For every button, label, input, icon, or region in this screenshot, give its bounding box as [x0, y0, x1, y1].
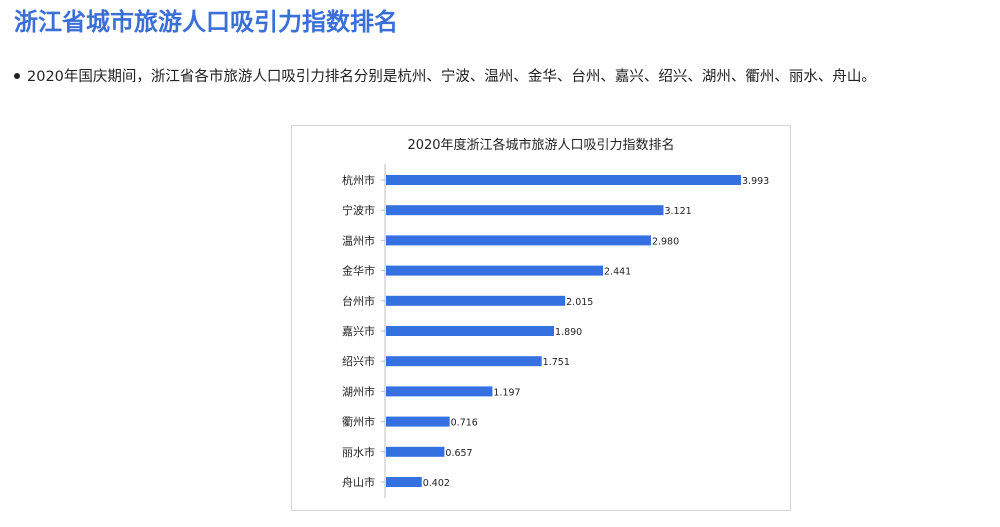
- bullet-item: 2020年国庆期间，浙江省各市旅游人口吸引力排名分别是杭州、宁波、温州、金华、台…: [14, 64, 876, 90]
- bar: [386, 295, 566, 306]
- page-title: 浙江省城市旅游人口吸引力指数排名: [14, 8, 398, 36]
- value-label: 1.197: [493, 387, 520, 398]
- category-label: 嘉兴市: [342, 324, 375, 338]
- value-label: 2.980: [652, 236, 679, 247]
- bullet-text: 2020年国庆期间，浙江省各市旅游人口吸引力排名分别是杭州、宁波、温州、金华、台…: [27, 69, 876, 85]
- value-label: 3.993: [742, 176, 769, 187]
- value-label: 3.121: [664, 206, 691, 217]
- bar: [386, 175, 741, 185]
- value-label: 1.890: [555, 327, 582, 338]
- bar: [386, 326, 555, 336]
- category-label: 宁波市: [342, 203, 375, 217]
- bar: [386, 356, 542, 367]
- bar: [386, 446, 445, 457]
- bar: [386, 265, 604, 276]
- category-label: 杭州市: [342, 173, 375, 187]
- category-label: 湖州市: [342, 384, 375, 398]
- value-label: 0.716: [451, 418, 478, 429]
- category-label: 绍兴市: [342, 354, 375, 368]
- chart-title: 2020年度浙江各城市旅游人口吸引力指数排名: [407, 138, 675, 153]
- bar: [386, 416, 450, 427]
- category-label: 台州市: [342, 294, 375, 308]
- category-label: 舟山市: [342, 475, 375, 489]
- value-label: 2.441: [604, 267, 631, 278]
- bar: [386, 205, 664, 216]
- bullet-dot-icon: [14, 72, 20, 79]
- category-label: 丽水市: [342, 445, 375, 459]
- value-label: 0.402: [423, 478, 450, 489]
- category-label: 温州市: [342, 233, 375, 247]
- chart-card: 2020年度浙江各城市旅游人口吸引力指数排名 杭州市 3.993 宁波市 3.121 温…: [291, 125, 791, 511]
- bar: [386, 235, 651, 246]
- bar: [386, 477, 422, 487]
- value-label: 1.751: [543, 357, 570, 368]
- bar-chart: 杭州市 3.993 宁波市 3.121 温州市 2.980 金华市 2.441 台州市 2.015…: [342, 164, 769, 498]
- bar: [386, 386, 493, 397]
- category-label: 金华市: [342, 264, 375, 278]
- value-label: 2.015: [566, 297, 593, 308]
- value-label: 0.657: [445, 448, 472, 459]
- category-label: 衢州市: [342, 415, 375, 429]
